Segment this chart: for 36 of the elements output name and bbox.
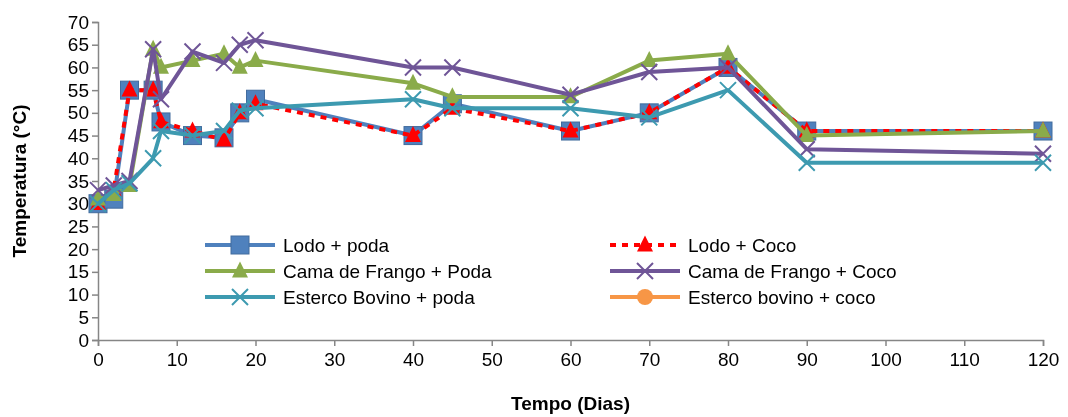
x-tick-label: 90 [796,349,818,371]
x-tick-label: 50 [481,349,503,371]
y-tick-label: 0 [78,329,89,351]
x-tick-label: 20 [245,349,267,371]
x-tick-label: 0 [93,349,104,371]
x-tick-label: 40 [402,349,425,371]
y-tick-label: 70 [67,11,89,33]
x-tick-label: 10 [166,349,188,371]
legend-label: Esterco Bovino + poda [283,287,476,308]
x-tick-label: 120 [1027,349,1060,371]
y-tick-label: 10 [67,284,89,306]
x-tick-label: 30 [324,349,346,371]
y-tick-label: 45 [67,125,89,147]
y-tick-label: 20 [67,238,89,260]
y-tick-label: 15 [67,261,89,283]
x-tick-label: 70 [639,349,661,371]
y-tick-label: 60 [67,57,89,79]
legend-label: Lodo + poda [283,235,390,256]
y-axis-title: Temperatura (°C) [9,104,30,258]
x-tick-label: 100 [870,349,902,371]
y-tick-label: 65 [67,34,89,56]
y-tick-label: 35 [67,170,89,192]
y-tick-label: 25 [67,216,89,238]
legend-label: Cama de Frango + Poda [283,261,493,282]
x-axis-title: Tempo (Dias) [511,393,630,414]
y-tick-label: 50 [67,102,89,124]
y-tick-label: 30 [67,193,89,215]
y-tick-label: 40 [67,147,89,169]
x-tick-label: 60 [560,349,582,371]
x-tick-label: 80 [717,349,740,371]
y-tick-label: 5 [78,306,89,328]
legend-label: Esterco bovino + coco [688,287,876,308]
legend-label: Lodo + Coco [688,235,797,256]
legend-label: Cama de Frango + Coco [688,261,897,282]
x-tick-label: 110 [949,349,980,371]
y-tick-label: 55 [67,79,89,101]
